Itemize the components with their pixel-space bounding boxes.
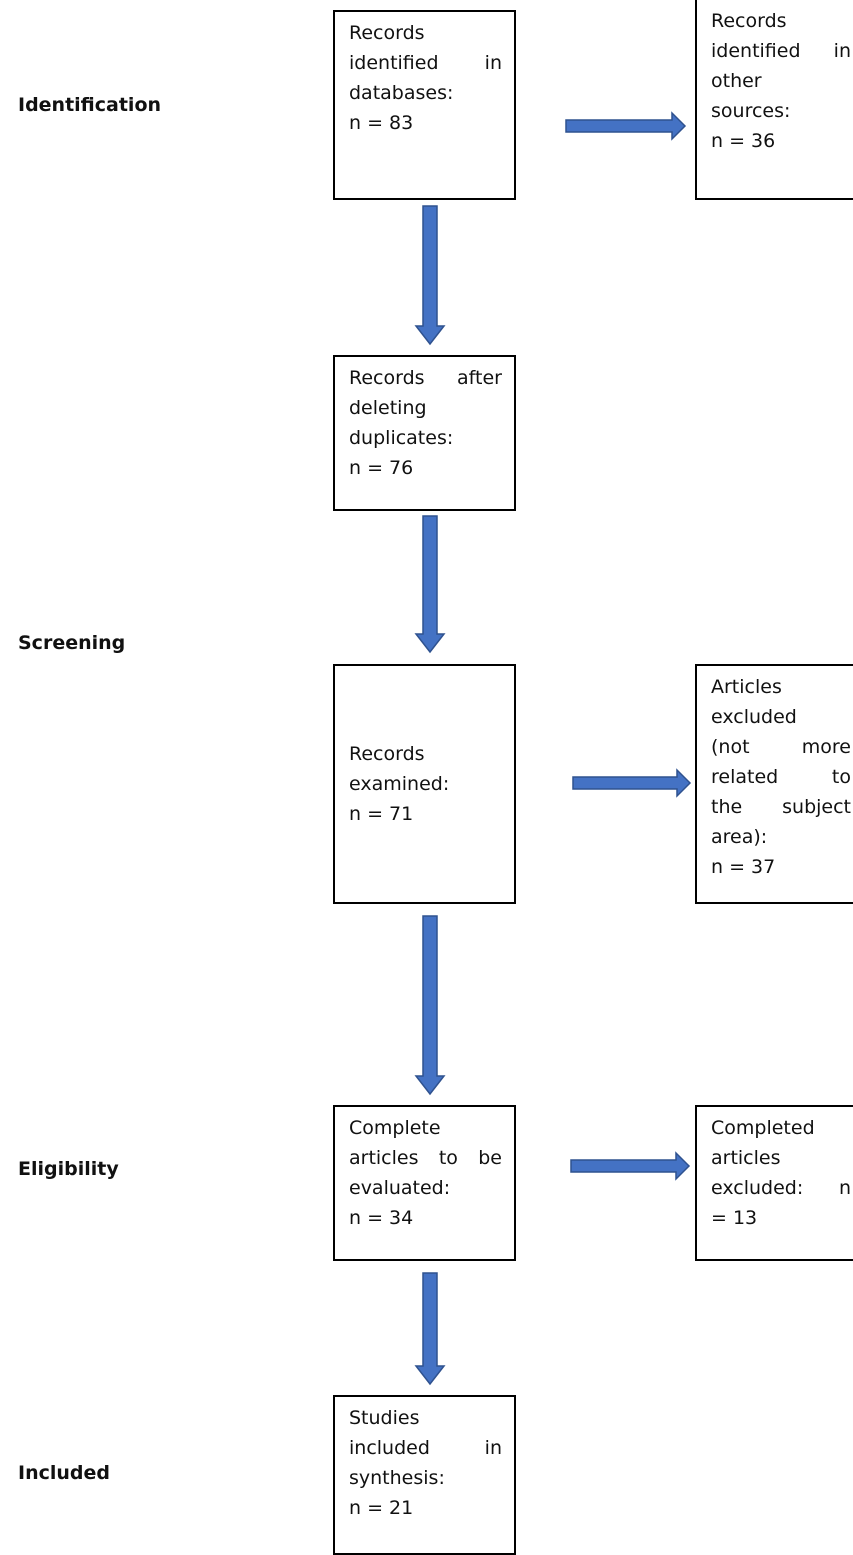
box-line: articles [711,1147,781,1169]
box-line: evaluated: [349,1177,451,1199]
box-studies-included: Studies included in synthesis: n = 21 [333,1395,516,1555]
arrow-to-records-examined [414,515,446,654]
box-line: Records [349,22,425,44]
box-records-after-duplicates: Records after deleting duplicates: n = 7… [333,355,516,511]
box-line: n = 36 [711,130,776,152]
box-line: = 13 [711,1207,758,1229]
box-records-other-sources: Records identified in other sources: n =… [695,0,853,200]
stage-label-screening: Screening [18,632,126,654]
arrow-to-other-sources [565,111,687,141]
stage-label-identification: Identification [18,94,162,116]
box-line: synthesis: [349,1467,445,1489]
stage-label-included: Included [18,1462,110,1484]
box-line: area): [711,826,768,848]
box-line: Articles [711,676,782,698]
box-line: n = 37 [711,856,776,878]
box-records-identified-databases: Records identified in databases: n = 83 [333,10,516,200]
box-line: sources: [711,100,791,122]
stage-label-eligibility: Eligibility [18,1158,119,1180]
box-line: the subject [711,796,851,818]
box-line: Completed [711,1117,815,1139]
box-line: Studies [349,1407,420,1429]
box-line: excluded [711,706,797,728]
box-line: identified in [711,40,851,62]
box-line: n = 76 [349,457,414,479]
arrow-to-complete-articles [414,915,446,1096]
box-line: Records after [349,367,502,389]
arrow-to-articles-excluded [572,768,692,798]
box-line: included in [349,1437,502,1459]
arrow-to-after-duplicates [414,205,446,346]
box-articles-excluded: Articles excluded (not more related to t… [695,664,853,904]
box-line: Records [349,743,425,765]
box-completed-excluded: Completed articles excluded: n = 13 [695,1105,853,1261]
box-line: Complete [349,1117,441,1139]
arrow-to-completed-excluded [570,1151,691,1181]
box-complete-articles: Complete articles to be evaluated: n = 3… [333,1105,516,1261]
box-line: other [711,70,762,92]
box-line: duplicates: [349,427,454,449]
box-line: examined: [349,773,450,795]
box-line: Records [711,10,787,32]
box-line: related to [711,766,851,788]
box-line: n = 83 [349,112,414,134]
box-line: articles to be [349,1147,502,1169]
box-line: deleting [349,397,427,419]
box-line: excluded: n [711,1177,851,1199]
box-line: identified in [349,52,502,74]
box-line: databases: [349,82,454,104]
arrow-to-studies-included [414,1272,446,1386]
box-line: n = 21 [349,1497,414,1519]
box-line: n = 34 [349,1207,414,1229]
box-records-examined: Records examined: n = 71 [333,664,516,904]
box-line: (not more [711,736,851,758]
box-line: n = 71 [349,803,414,825]
